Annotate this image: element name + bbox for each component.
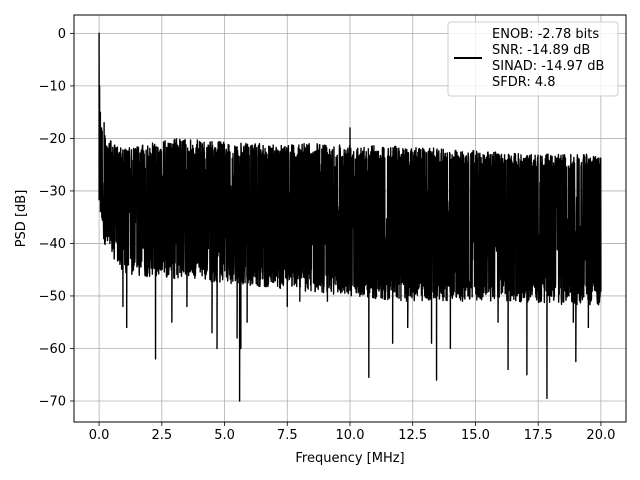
y-tick-label: −40 [39, 237, 66, 252]
legend-line-enob: ENOB: -2.78 bits [492, 27, 599, 42]
y-axis-ticks: 0 −10 −20 −30 −40 −50 −60 −70 [39, 27, 74, 409]
x-tick-label: 0.0 [89, 428, 110, 443]
legend-line-snr: SNR: -14.89 dB [492, 43, 590, 58]
x-tick-label: 17.5 [524, 428, 553, 443]
x-tick-label: 5.0 [214, 428, 235, 443]
legend: ENOB: -2.78 bits SNR: -14.89 dB SINAD: -… [447, 21, 619, 97]
y-tick-label: −50 [39, 289, 66, 304]
psd-series-line [98, 32, 602, 402]
y-tick-label: −60 [39, 342, 66, 357]
x-tick-label: 15.0 [461, 428, 490, 443]
legend-line-sfdr: SFDR: 4.8 [492, 75, 556, 90]
x-axis-label: Frequency [MHz] [295, 451, 404, 466]
legend-box [447, 21, 619, 97]
y-tick-label: −10 [39, 79, 66, 94]
x-tick-label: 7.5 [277, 428, 298, 443]
y-axis-label: PSD [dB] [14, 190, 29, 248]
x-tick-label: 12.5 [398, 428, 427, 443]
x-tick-label: 2.5 [151, 428, 172, 443]
legend-line-sinad: SINAD: -14.97 dB [492, 59, 604, 74]
y-tick-label: 0 [58, 27, 66, 42]
x-axis-ticks: 0.0 2.5 5.0 7.5 10.0 12.5 15.0 17.5 20.0 [89, 422, 615, 443]
x-tick-label: 20.0 [586, 428, 615, 443]
x-tick-label: 10.0 [336, 428, 365, 443]
y-tick-label: −30 [39, 184, 66, 199]
y-tick-label: −20 [39, 132, 66, 147]
y-tick-label: −70 [39, 394, 66, 409]
series-layer [98, 32, 602, 402]
